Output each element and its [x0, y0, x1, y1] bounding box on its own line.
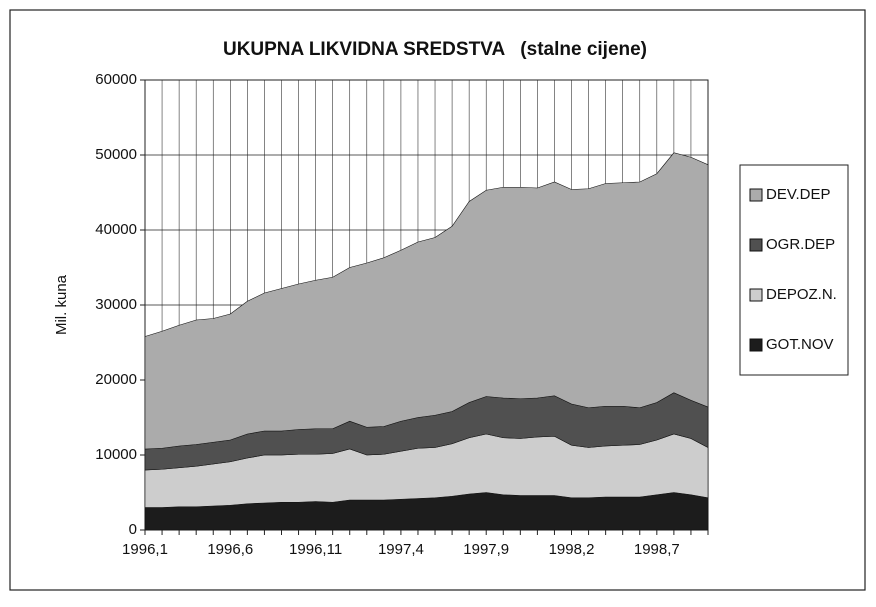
y-tick-label: 0 [129, 521, 137, 538]
x-tick-label: 1998,2 [549, 541, 595, 558]
x-tick-label: 1997,4 [378, 541, 424, 558]
chart-title: UKUPNA LIKVIDNA SREDSTVA (stalne cijene) [223, 39, 647, 60]
x-tick-label: 1997,9 [463, 541, 509, 558]
legend-swatch [749, 288, 763, 302]
legend-swatch [749, 338, 763, 352]
x-tick-label: 1996,6 [207, 541, 253, 558]
legend-swatch [749, 238, 763, 252]
y-tick-label: 30000 [95, 296, 137, 313]
legend-label: OGR.DEP [766, 236, 835, 253]
y-tick-label: 60000 [95, 71, 137, 88]
area [144, 152, 709, 450]
legend-label: DEPOZ.N. [766, 286, 837, 303]
y-tick-label: 10000 [95, 446, 137, 463]
y-tick-label: 50000 [95, 146, 137, 163]
y-axis-label: Mil. kuna [53, 274, 70, 335]
y-tick-label: 40000 [95, 221, 137, 238]
legend-label: DEV.DEP [766, 186, 830, 203]
y-tick-label: 20000 [95, 371, 137, 388]
legend-swatch [749, 188, 763, 202]
x-tick-label: 1996,1 [122, 541, 168, 558]
legend-label: GOT.NOV [766, 336, 834, 353]
x-tick-label: 1996,11 [289, 541, 342, 558]
x-tick-label: 1998,7 [634, 541, 680, 558]
